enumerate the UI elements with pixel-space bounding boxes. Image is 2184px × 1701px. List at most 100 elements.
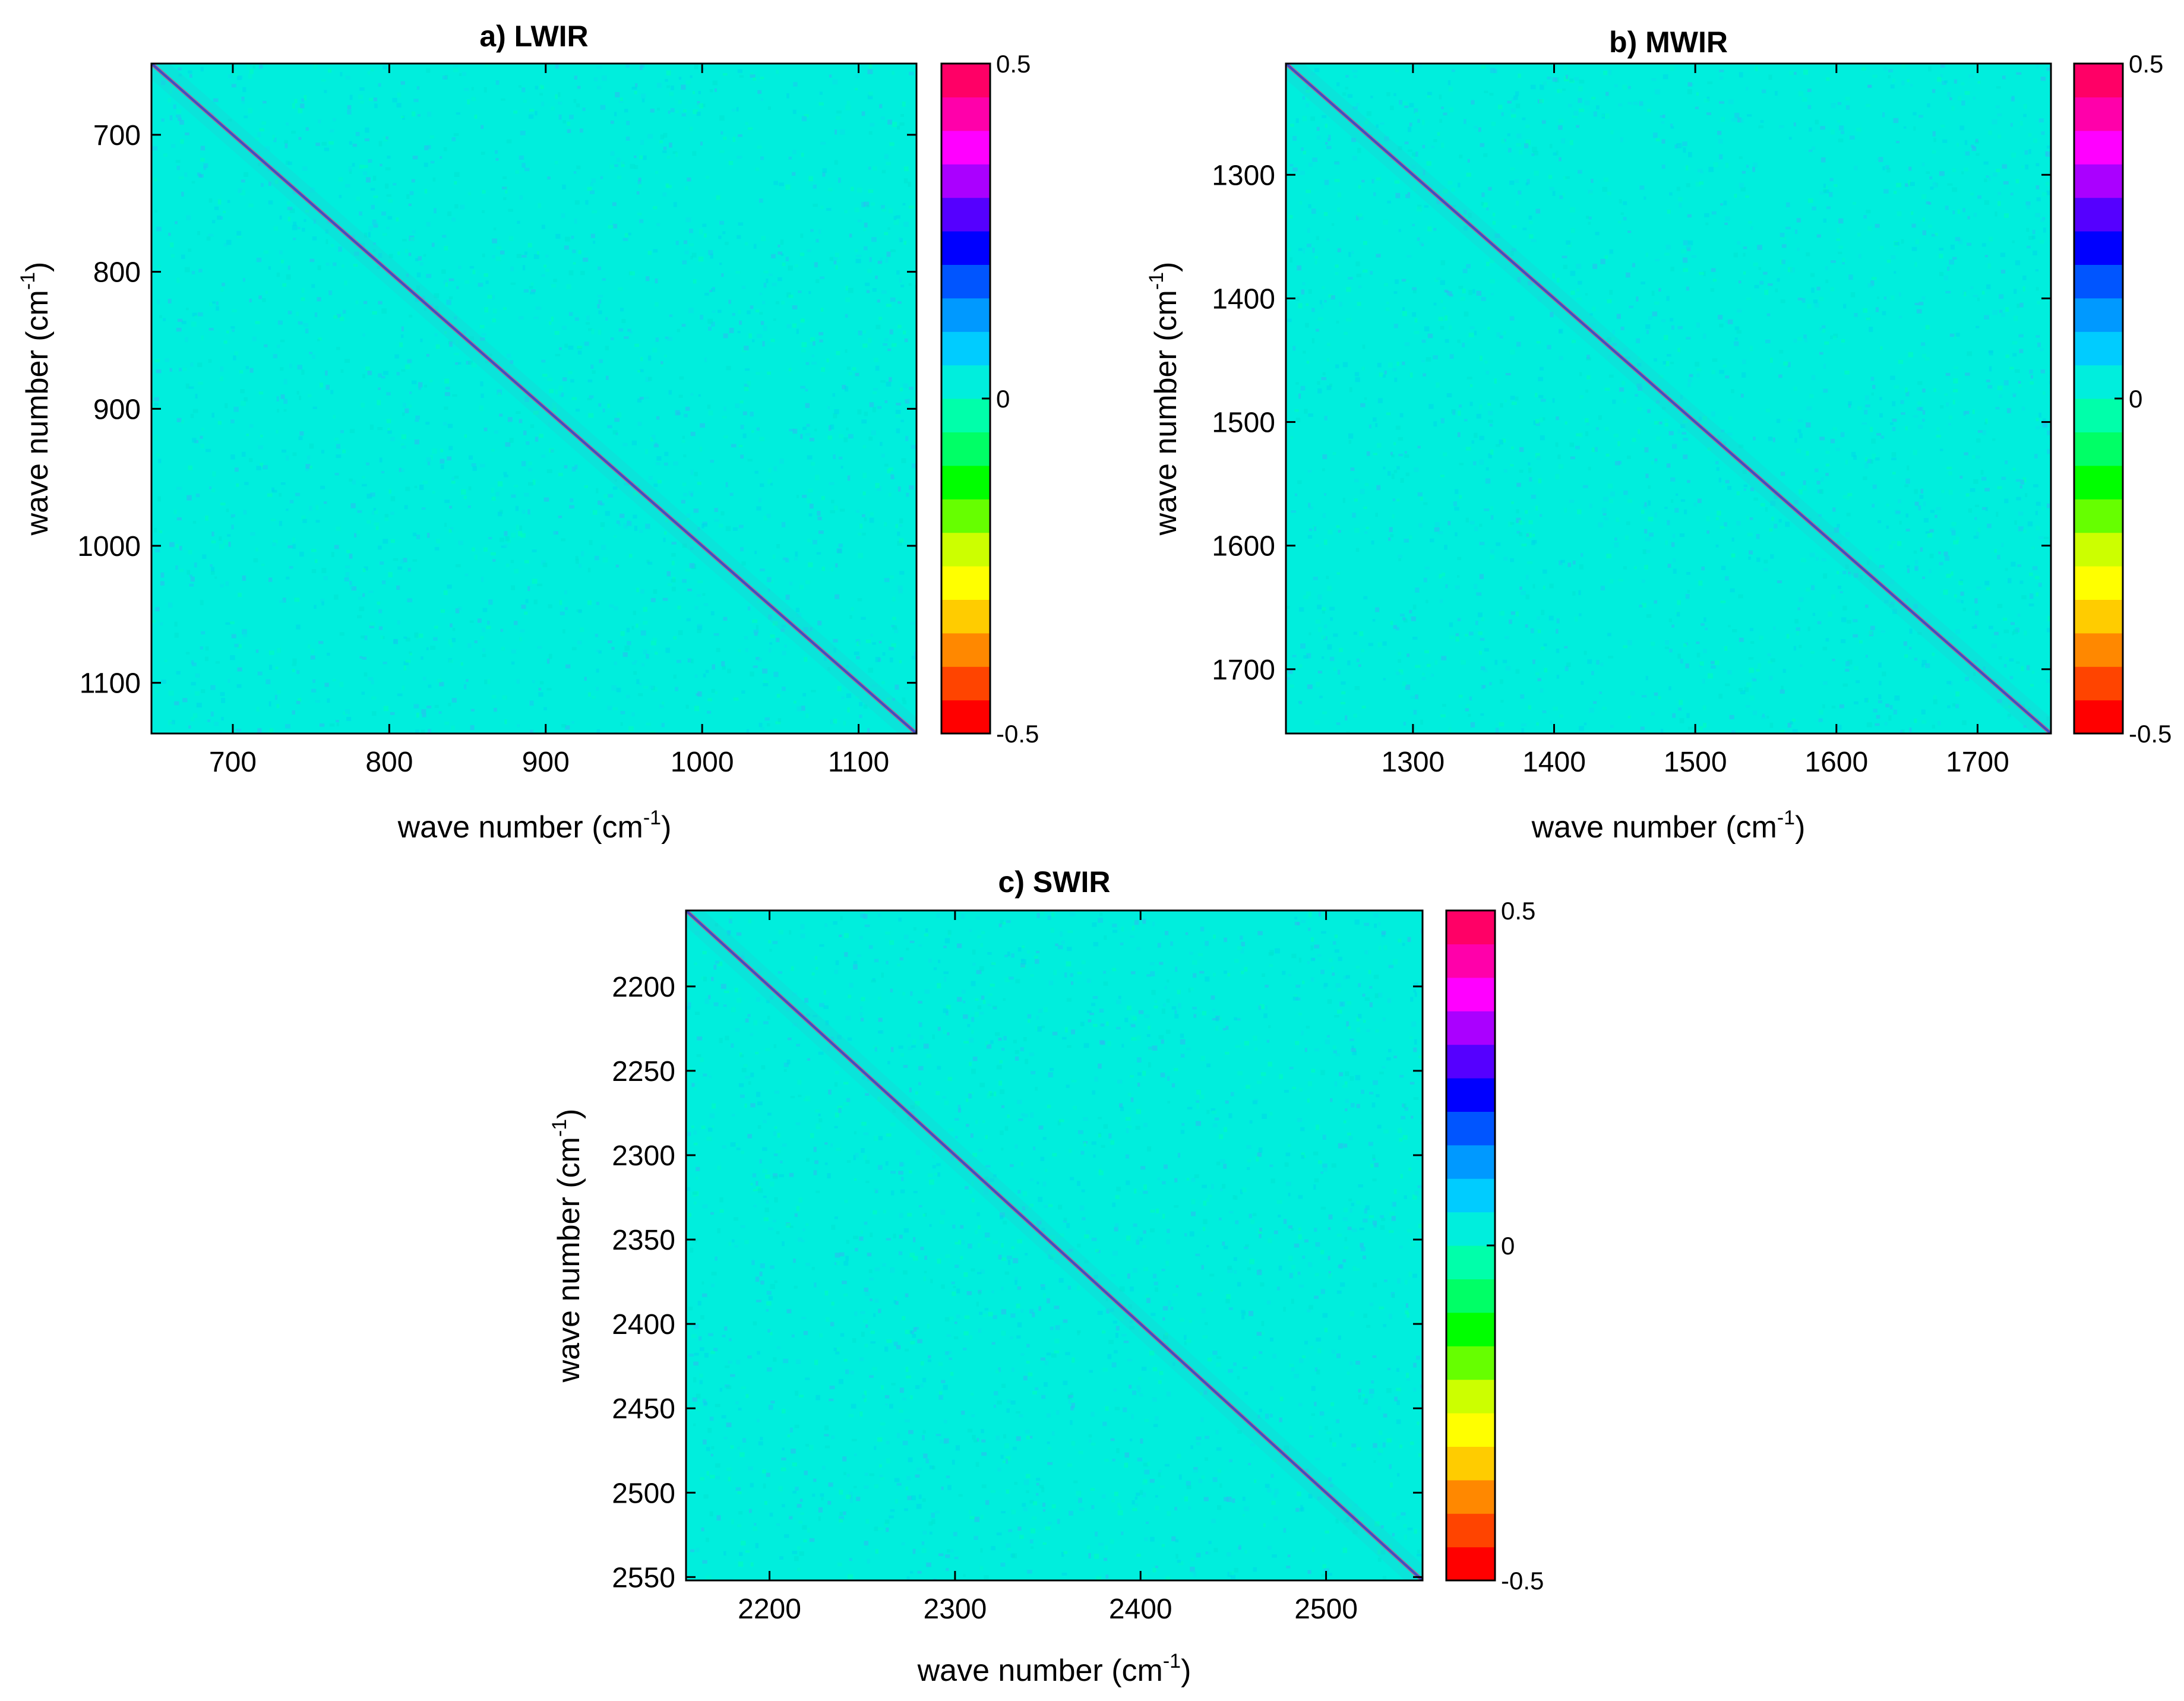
colorbar-segment	[941, 231, 990, 265]
axes-frame	[150, 62, 918, 735]
y-tick-label: 2250	[612, 1056, 675, 1087]
x-tick-label: 1100	[828, 747, 889, 778]
colorbar-segment	[941, 465, 990, 499]
colorbar-segment	[941, 331, 990, 366]
y-axis-label: wave number (cm-1)	[548, 1109, 586, 1383]
x-tick-label: 2500	[1294, 1593, 1358, 1625]
colorbar: 0.5 0 -0.5	[2073, 50, 2172, 748]
diagonal-line	[1286, 64, 2051, 733]
colorbar-segment	[1446, 1144, 1495, 1179]
colorbar-tick-label: 0.5	[2129, 50, 2163, 78]
heatmap-noise	[1286, 64, 2051, 733]
colorbar-segment	[941, 566, 990, 600]
colorbar-segment	[2074, 64, 2123, 97]
colorbar-segment	[2074, 532, 2123, 567]
colorbar-segment	[941, 298, 990, 332]
y-tick-label: 700	[93, 120, 141, 151]
heatmap-noise	[151, 64, 916, 733]
colorbar-segment	[941, 97, 990, 131]
colorbar-segment	[1446, 1346, 1495, 1380]
x-tick-label: 2200	[738, 1593, 801, 1625]
colorbar-segment	[2074, 331, 2123, 366]
colorbar-segment	[941, 633, 990, 667]
colorbar-segment	[1446, 1479, 1495, 1514]
colorbar-segment	[2074, 164, 2123, 198]
panel-lwir: 700 800 900 1000 1100 700 800 900 1000 1100 a) LWI…	[17, 20, 1039, 845]
colorbar-segment	[2074, 633, 2123, 667]
colorbar-segment	[941, 599, 990, 634]
colorbar-segment	[941, 399, 990, 432]
y-tick-label: 1300	[1212, 160, 1275, 191]
colorbar-segment	[2074, 365, 2123, 399]
y-tick-label: 1700	[1212, 655, 1275, 686]
colorbar-tick-label: 0	[2129, 385, 2142, 413]
y-tick-label: 2450	[612, 1393, 675, 1425]
colorbar-segment	[941, 666, 990, 701]
colorbar-segment	[1446, 1547, 1495, 1581]
colorbar-segment	[1446, 1413, 1495, 1447]
y-axis-label: wave number (cm-1)	[17, 262, 55, 536]
colorbar-segment	[1446, 1279, 1495, 1313]
colorbar-segment	[2074, 599, 2123, 634]
colorbar: 0.5 0 -0.5	[940, 50, 1039, 748]
heatmap-noise	[686, 911, 1423, 1580]
colorbar-segment	[2074, 399, 2123, 432]
colorbar-segment	[2074, 97, 2123, 131]
colorbar-segment	[1446, 977, 1495, 1011]
x-axis-label: wave number (cm-1)	[1531, 807, 1806, 845]
colorbar-segment	[941, 264, 990, 299]
y-tick-label: 2400	[612, 1309, 675, 1340]
x-tick-label: 2400	[1109, 1593, 1172, 1625]
x-tick-label: 1000	[671, 747, 734, 778]
colorbar-segment	[1446, 1178, 1495, 1213]
y-tick-label: 1400	[1212, 283, 1275, 315]
colorbar-segment	[941, 532, 990, 567]
colorbar-segment	[941, 365, 990, 399]
colorbar-segment	[2074, 197, 2123, 232]
colorbar-segment	[2074, 666, 2123, 701]
colorbar-segment	[2074, 130, 2123, 165]
colorbar-segment	[941, 197, 990, 232]
colorbar-segment	[1446, 1446, 1495, 1481]
axes-frame	[685, 909, 1424, 1582]
colorbar-tick-label: 0	[996, 385, 1010, 413]
x-axis-label: wave number (cm-1)	[397, 807, 672, 845]
heatmap-area	[686, 910, 1423, 1580]
y-tick-label: 2550	[612, 1562, 675, 1593]
colorbar-segment	[1446, 1513, 1495, 1548]
y-tick-label: 2500	[612, 1478, 675, 1509]
colorbar-tick-label: -0.5	[996, 720, 1039, 748]
colorbar-segment	[2074, 264, 2123, 299]
diagonal-line	[686, 910, 1423, 1580]
chart-title: c) SWIR	[998, 865, 1111, 899]
x-tick-label: 1500	[1664, 747, 1727, 778]
y-tick-label: 2300	[612, 1140, 675, 1172]
panel-mwir: 1300 1400 1500 1600 1700 1300 1400 1500 1600 1700…	[1145, 26, 2172, 845]
colorbar: 0.5 0 -0.5	[1445, 897, 1544, 1595]
colorbar-segment	[1446, 1044, 1495, 1079]
colorbar-segment	[941, 64, 990, 97]
colorbar-segment	[2074, 432, 2123, 466]
y-tick-label: 1000	[77, 531, 141, 562]
colorbar-segment	[1446, 1111, 1495, 1146]
x-tick-label: 1700	[1946, 747, 2009, 778]
y-tick-label: 2200	[612, 972, 675, 1003]
y-tick-label: 1600	[1212, 531, 1275, 562]
colorbar-segment	[1446, 1312, 1495, 1346]
colorbar-segment	[2074, 566, 2123, 600]
colorbar-segment	[941, 432, 990, 466]
colorbar-segment	[1446, 910, 1495, 944]
x-tick-label: 1400	[1522, 747, 1586, 778]
colorbar-tick-label: 0	[1501, 1232, 1515, 1260]
colorbar-segment	[1446, 1379, 1495, 1414]
x-tick-label: 1600	[1804, 747, 1868, 778]
colorbar-segment	[1446, 944, 1495, 978]
y-tick-label: 1100	[80, 668, 141, 700]
x-tick-label: 1300	[1381, 747, 1445, 778]
colorbar-segment	[2074, 499, 2123, 533]
heatmap-area	[151, 64, 916, 733]
y-tick-label: 900	[93, 394, 141, 425]
chart-title: b) MWIR	[1609, 26, 1728, 59]
colorbar-segment	[1446, 1245, 1495, 1279]
